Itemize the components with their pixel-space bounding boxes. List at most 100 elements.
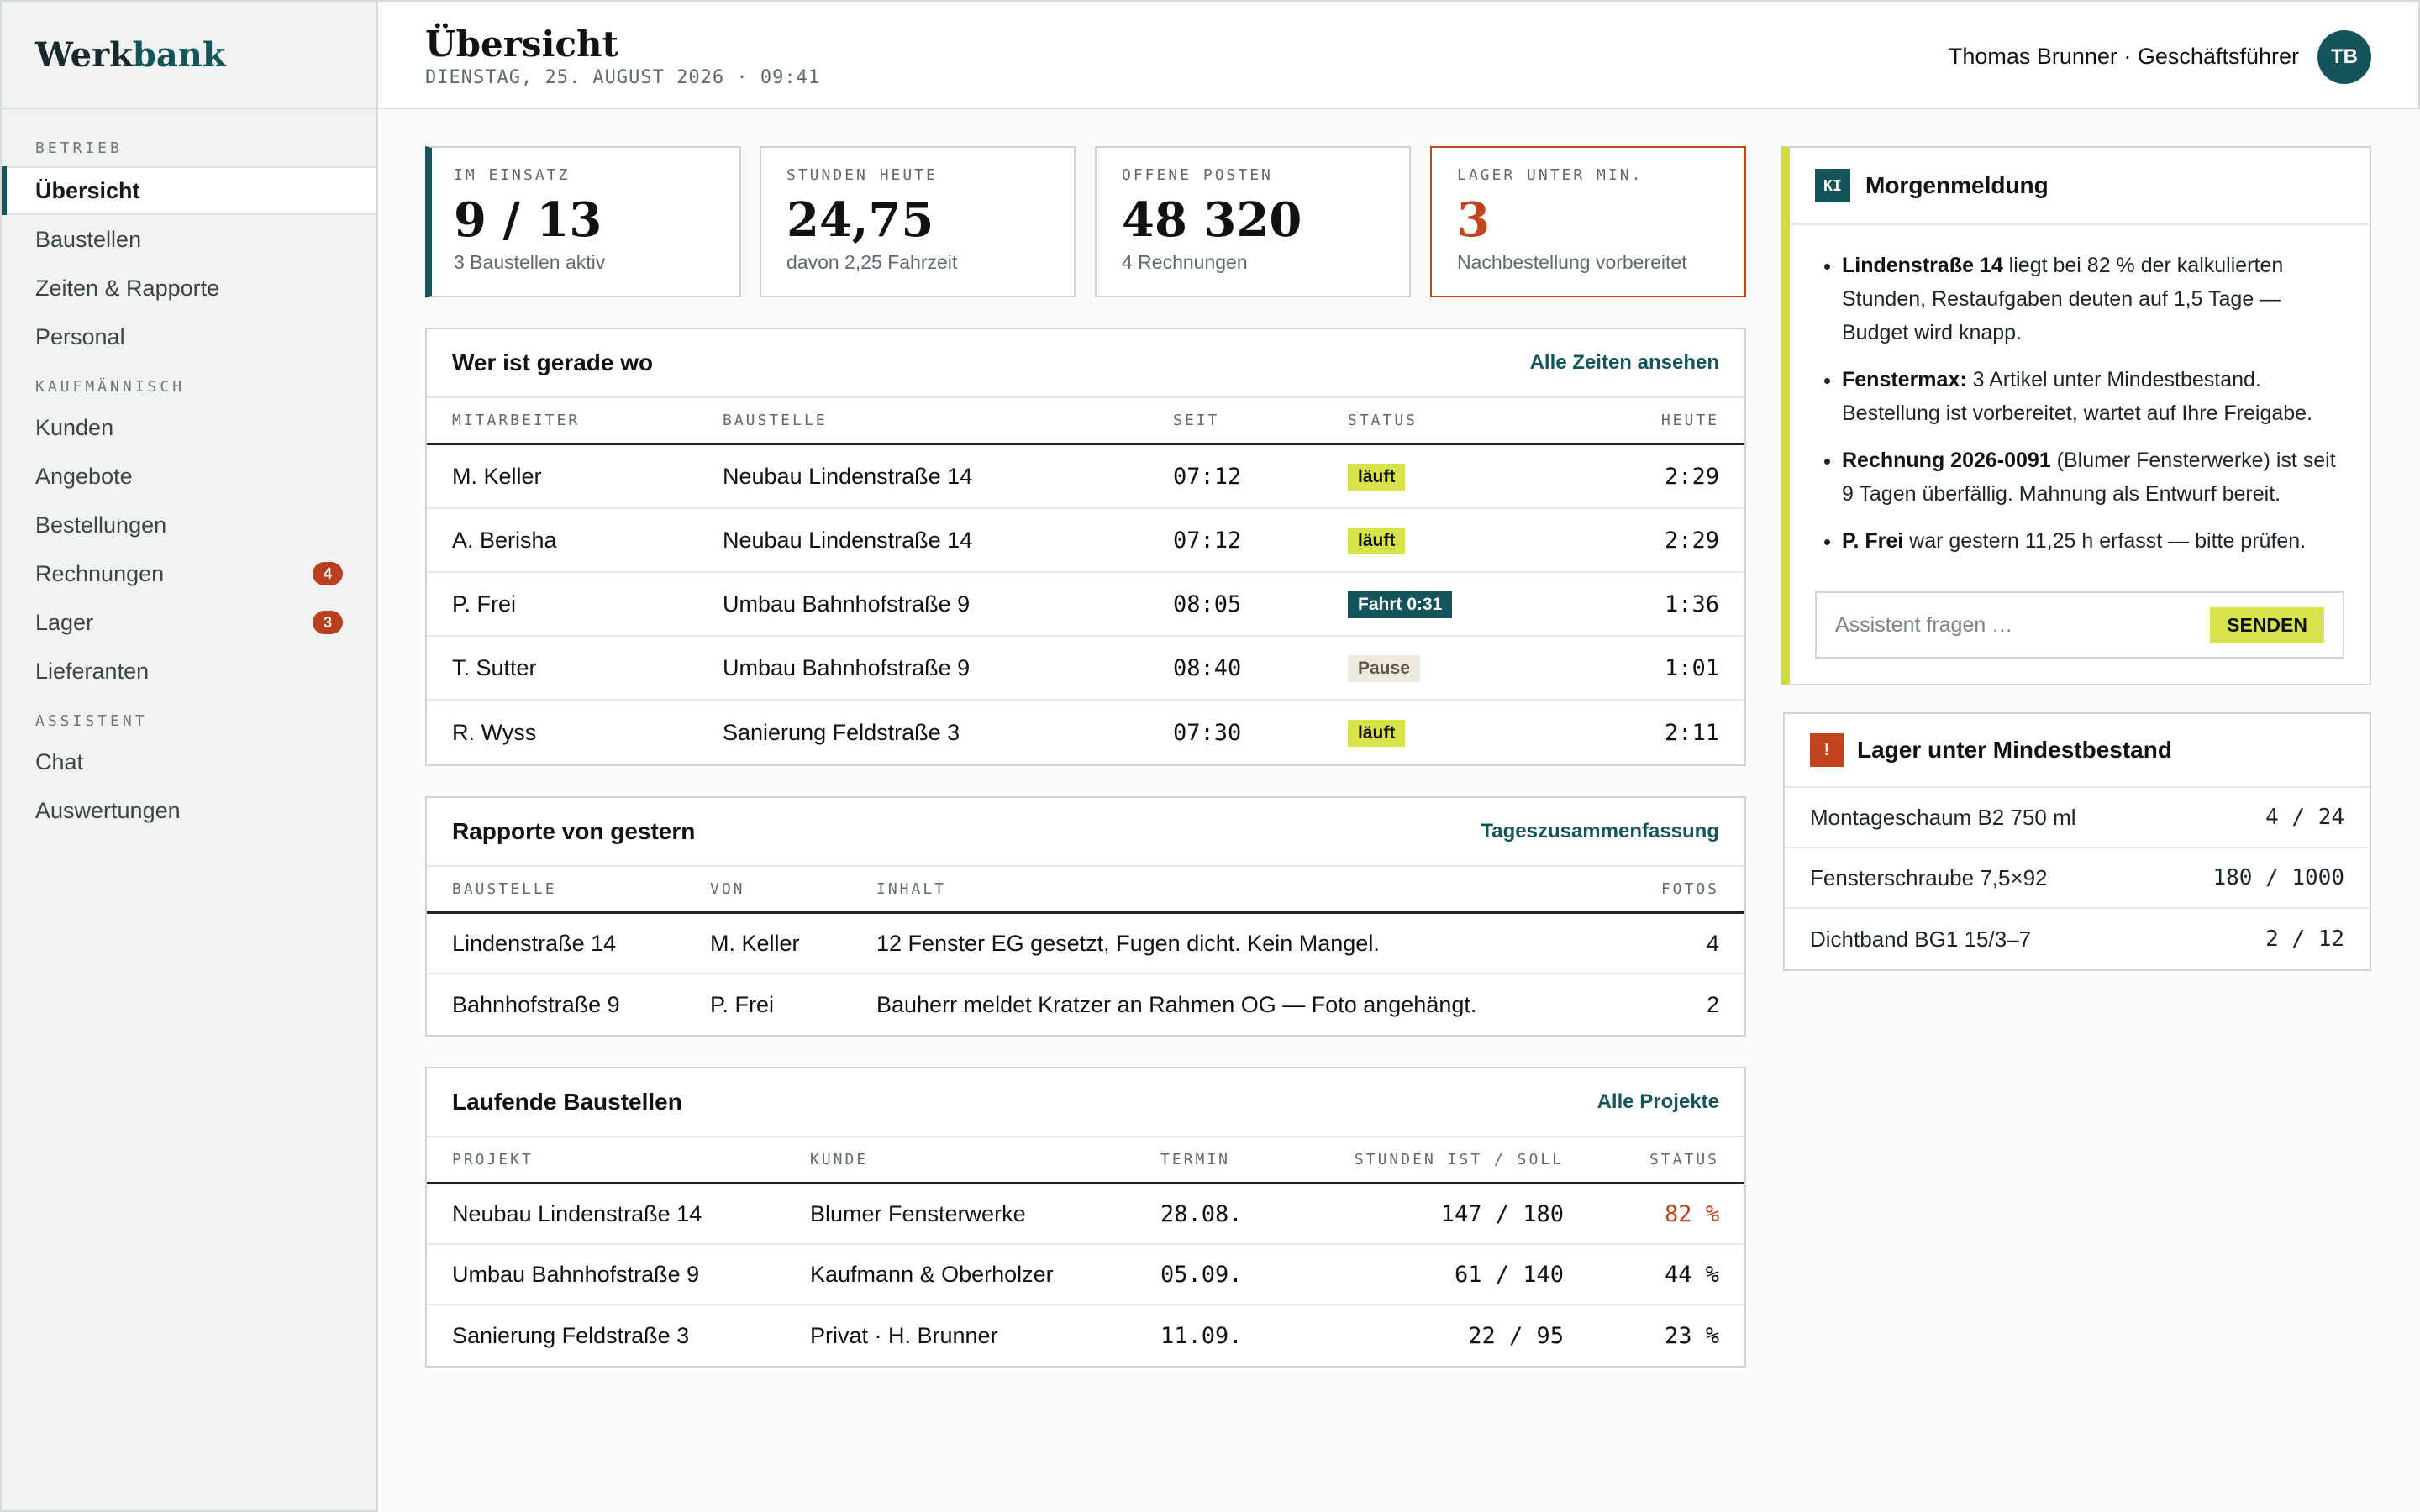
table-row[interactable]: M. Keller Neubau Lindenstraße 14 07:12 l… — [427, 445, 1744, 509]
cell-fotos: 4 — [1706, 930, 1719, 956]
table-row[interactable]: Neubau Lindenstraße 14 Blumer Fensterwer… — [427, 1184, 1744, 1245]
alle-zeiten-link[interactable]: Alle Zeiten ansehen — [1529, 351, 1719, 374]
kpi-sub: Nachbestellung vorbereitet — [1457, 251, 1687, 273]
list-item[interactable]: Fensterschraube 7,5×92 180 / 1000 — [1785, 848, 2370, 909]
sidebar-item-auswertungen[interactable]: Auswertungen — [2, 786, 376, 835]
user-name-role[interactable]: Thomas Brunner · Geschäftsführer — [1948, 44, 2299, 69]
table-body: M. Keller Neubau Lindenstraße 14 07:12 l… — [427, 445, 1744, 764]
col-kunde[interactable]: KUNDE — [810, 1151, 869, 1168]
cell-heute: 2:29 — [1664, 527, 1719, 554]
app-logo[interactable]: Werk bank — [2, 2, 376, 109]
col-von[interactable]: VON — [710, 880, 745, 898]
sidebar-item-label: Kunden — [35, 414, 114, 440]
table-row[interactable]: A. Berisha Neubau Lindenstraße 14 07:12 … — [427, 509, 1744, 573]
kpi-value: 3 — [1457, 192, 1490, 248]
panel-header: ! Lager unter Mindestbestand — [1785, 714, 2370, 788]
table-row[interactable]: Umbau Bahnhofstraße 9 Kaufmann & Oberhol… — [427, 1245, 1744, 1305]
col-status[interactable]: STATUS — [1649, 1151, 1719, 1168]
cell-seit: 08:05 — [1173, 591, 1242, 617]
sidebar-item-kunden[interactable]: Kunden — [2, 403, 376, 452]
list-item[interactable]: Dichtband BG1 15/3–7 2 / 12 — [1785, 909, 2370, 969]
cell-inhalt: 12 Fenster EG gesetzt, Fugen dicht. Kein… — [876, 930, 1380, 956]
table-row[interactable]: R. Wyss Sanierung Feldstraße 3 07:30 läu… — [427, 701, 1744, 764]
briefing-list: Lindenstraße 14 liegt bei 82 % der kalku… — [1790, 225, 2370, 558]
kpi-card-offene-posten[interactable]: OFFENE POSTEN 48 320 4 Rechnungen — [1095, 146, 1411, 297]
assistant-input[interactable] — [1835, 612, 2171, 638]
sidebar-item-baustellen[interactable]: Baustellen — [2, 215, 376, 264]
panel-header: KI Morgenmeldung — [1790, 148, 2370, 225]
alle-projekte-link[interactable]: Alle Projekte — [1597, 1090, 1719, 1113]
list-item[interactable]: Montageschaum B2 750 ml 4 / 24 — [1785, 788, 2370, 848]
table-header: BAUSTELLE VON INHALT FOTOS — [427, 867, 1744, 914]
cell-termin: 11.09. — [1160, 1322, 1243, 1349]
bullet-text: war gestern 11,25 h erfasst — bitte prüf… — [1903, 529, 2307, 553]
page-title: Übersicht — [425, 24, 618, 65]
kpi-card-im-einsatz[interactable]: IM EINSATZ 9 / 13 3 Baustellen aktiv — [425, 146, 741, 297]
panel-title: Wer ist gerade wo — [452, 349, 654, 375]
panel-wer-ist-gerade-wo: Wer ist gerade wo Alle Zeiten ansehen MI… — [425, 328, 1746, 766]
cell-projekt: Sanierung Feldstraße 3 — [452, 1322, 690, 1348]
cell-heute: 2:11 — [1664, 719, 1719, 746]
logo-part-1: Werk — [35, 34, 133, 75]
col-baustelle[interactable]: BAUSTELLE — [452, 880, 557, 898]
status-badge: läuft — [1348, 720, 1406, 747]
sidebar-item-chat[interactable]: Chat — [2, 738, 376, 786]
cell-von: M. Keller — [710, 930, 800, 956]
col-baustelle[interactable]: BAUSTELLE — [723, 412, 828, 429]
cell-status: läuft — [1348, 718, 1600, 747]
sidebar-item-label: Personal — [35, 323, 125, 349]
sidebar-item-lieferanten[interactable]: Lieferanten — [2, 647, 376, 696]
table-header: MITARBEITER BAUSTELLE SEIT STATUS HEUTE — [427, 398, 1744, 445]
tageszusammenfassung-link[interactable]: Tageszusammenfassung — [1481, 820, 1719, 843]
avatar[interactable]: TB — [2317, 30, 2371, 84]
cell-mitarbeiter: R. Wyss — [452, 719, 537, 745]
sidebar-item-angebote[interactable]: Angebote — [2, 452, 376, 501]
table-row[interactable]: P. Frei Umbau Bahnhofstraße 9 08:05 Fahr… — [427, 573, 1744, 637]
cell-stunden: 147 / 180 — [1440, 1200, 1564, 1227]
table-row[interactable]: Lindenstraße 14 M. Keller 12 Fenster EG … — [427, 914, 1744, 974]
col-inhalt[interactable]: INHALT — [876, 880, 947, 898]
col-seit[interactable]: SEIT — [1173, 412, 1220, 429]
cell-inhalt: Bauherr meldet Kratzer an Rahmen OG — Fo… — [876, 991, 1477, 1017]
col-status[interactable]: STATUS — [1348, 412, 1418, 429]
panel-lager-unter-mindestbestand: ! Lager unter Mindestbestand Montagescha… — [1783, 712, 2371, 971]
panel-title: Laufende Baustellen — [452, 1089, 682, 1115]
col-stunden[interactable]: STUNDEN IST / SOLL — [1354, 1151, 1564, 1168]
sidebar-item-bestellungen[interactable]: Bestellungen — [2, 501, 376, 549]
kpi-value: 9 / 13 — [454, 192, 602, 248]
bullet-text: (Blumer Fensterwerke) ist seit 9 Tagen ü… — [1842, 449, 2336, 506]
cell-fotos: 2 — [1706, 991, 1719, 1017]
cell-seit: 07:12 — [1173, 527, 1242, 554]
col-termin[interactable]: TERMIN — [1160, 1151, 1231, 1168]
table-row[interactable]: Bahnhofstraße 9 P. Frei Bauherr meldet K… — [427, 974, 1744, 1035]
send-button[interactable]: SENDEN — [2210, 606, 2324, 643]
cell-baustelle: Neubau Lindenstraße 14 — [723, 527, 973, 553]
sidebar: Werk bank BETRIEB Übersicht Baustellen Ze… — [0, 0, 378, 1512]
kpi-value: 48 320 — [1122, 192, 1302, 248]
panel-title: Rapporte von gestern — [452, 818, 696, 844]
cell-status: 23 % — [1664, 1322, 1719, 1349]
sidebar-item-rechnungen[interactable]: Rechnungen 4 — [2, 549, 376, 598]
col-heute[interactable]: HEUTE — [1660, 412, 1719, 429]
col-mitarbeiter[interactable]: MITARBEITER — [452, 412, 581, 429]
kpi-card-lager-unter-min[interactable]: LAGER UNTER MIN. 3 Nachbestellung vorber… — [1430, 146, 1746, 297]
sidebar-item-label: Baustellen — [35, 226, 142, 252]
table-row[interactable]: Sanierung Feldstraße 3 Privat · H. Brunn… — [427, 1305, 1744, 1366]
kpi-label: OFFENE POSTEN — [1122, 166, 1273, 184]
table-row[interactable]: T. Sutter Umbau Bahnhofstraße 9 08:40 Pa… — [427, 637, 1744, 701]
kpi-card-stunden-heute[interactable]: STUNDEN HEUTE 24,75 davon 2,25 Fahrzeit — [760, 146, 1076, 297]
panel-header: Wer ist gerade wo Alle Zeiten ansehen — [427, 329, 1744, 398]
stock-item-name: Montageschaum B2 750 ml — [1810, 804, 2076, 830]
cell-baustelle: Sanierung Feldstraße 3 — [723, 719, 960, 745]
col-fotos[interactable]: FOTOS — [1660, 880, 1719, 898]
sidebar-item-uebersicht[interactable]: Übersicht — [2, 166, 376, 215]
sidebar-item-personal[interactable]: Personal — [2, 312, 376, 361]
bullet-text: 3 Artikel unter Mindestbestand. Bestellu… — [1842, 368, 2313, 425]
sidebar-item-lager[interactable]: Lager 3 — [2, 598, 376, 647]
cell-baustelle: Umbau Bahnhofstraße 9 — [723, 591, 971, 617]
stock-item-qty: 2 / 12 — [2265, 927, 2344, 952]
sidebar-item-zeiten-rapporte[interactable]: Zeiten & Rapporte — [2, 264, 376, 312]
page-date: DIENSTAG, 25. AUGUST 2026 · 09:41 — [425, 67, 821, 88]
col-projekt[interactable]: PROJEKT — [452, 1151, 534, 1168]
cell-mitarbeiter: T. Sutter — [452, 654, 537, 680]
